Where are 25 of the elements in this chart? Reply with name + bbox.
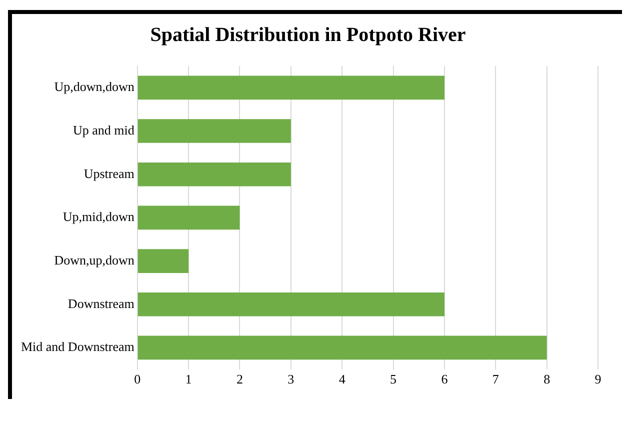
x-tick-label: 2 bbox=[236, 372, 243, 387]
x-tick-label: 7 bbox=[492, 372, 500, 387]
y-tick-label: Up,mid,down bbox=[62, 209, 135, 224]
bar bbox=[138, 119, 291, 143]
y-tick-label: Downstream bbox=[68, 296, 134, 311]
x-tick-label: 3 bbox=[288, 372, 294, 387]
y-tick-label: Down,up,down bbox=[54, 252, 135, 268]
bar bbox=[138, 336, 547, 360]
y-tick-label: Up and mid bbox=[72, 122, 135, 138]
chart-title: Spatial Distribution in Potpoto River bbox=[150, 24, 466, 46]
x-tick-label: 9 bbox=[594, 372, 602, 387]
x-tick-label: 8 bbox=[544, 372, 550, 387]
y-tick-label: Mid and Downstream bbox=[20, 339, 134, 354]
y-tick-label: Up,down,down bbox=[54, 79, 135, 94]
bar bbox=[138, 76, 444, 100]
x-tick-label: 1 bbox=[185, 372, 192, 387]
y-tick-label: Upstream bbox=[84, 166, 134, 181]
bar bbox=[138, 249, 189, 273]
x-tick-label: 6 bbox=[441, 372, 448, 387]
x-tick-label: 4 bbox=[338, 372, 346, 387]
bar bbox=[138, 162, 291, 186]
x-tick-label: 5 bbox=[390, 372, 397, 387]
bar bbox=[138, 206, 240, 230]
bar bbox=[138, 292, 444, 316]
x-tick-label: 0 bbox=[134, 372, 141, 387]
